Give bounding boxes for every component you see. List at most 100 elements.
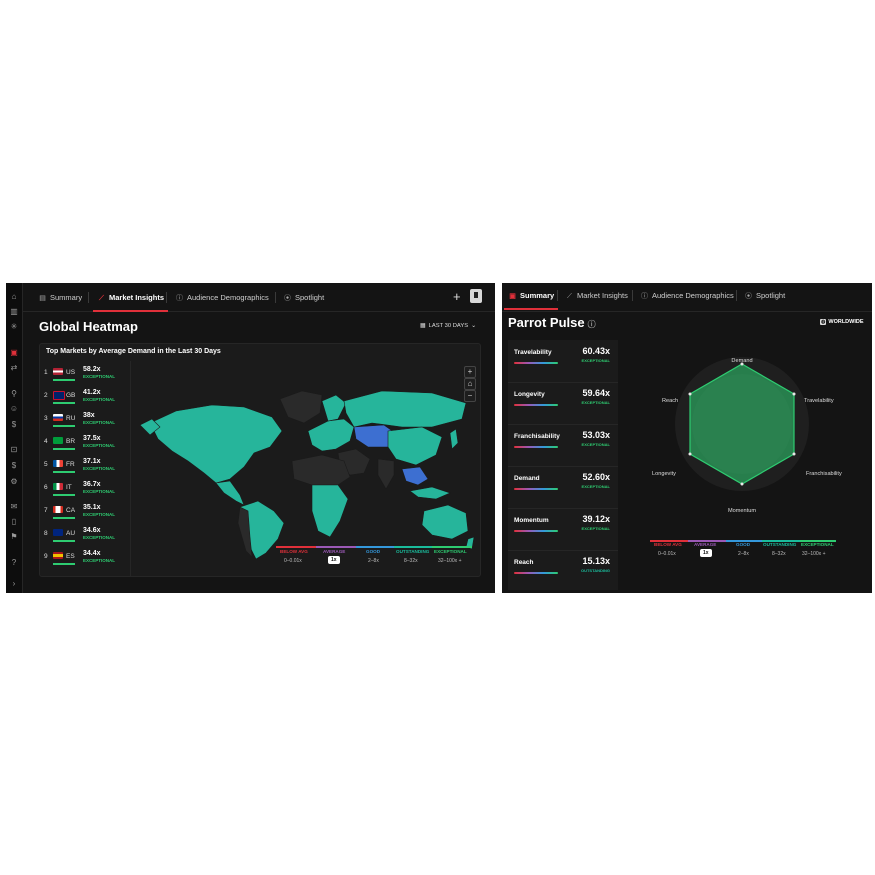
- metric-row[interactable]: Longevity 59.64x EXCEPTIONAL: [508, 382, 618, 425]
- metric-scale-bar: [514, 404, 558, 406]
- tab-market-insights[interactable]: ⟋ Market Insights: [565, 283, 628, 309]
- list-item[interactable]: 7 CA 35.1x EXCEPTIONAL: [44, 504, 116, 519]
- legend-bar-below-avg: [650, 540, 688, 542]
- info-icon: ⓘ: [641, 293, 648, 300]
- legend-bar-average: [688, 540, 726, 542]
- revenue-icon[interactable]: $: [11, 461, 17, 470]
- metric-row[interactable]: Franchisability 53.03x EXCEPTIONAL: [508, 424, 618, 467]
- zoom-in-button[interactable]: +: [464, 366, 476, 378]
- summary-icon: ▤: [39, 295, 46, 302]
- legend-bar-exceptional: [432, 546, 472, 548]
- metric-row[interactable]: Travelability 60.43x EXCEPTIONAL: [508, 340, 618, 383]
- expand-icon[interactable]: ›: [12, 579, 16, 588]
- rank-underline: [53, 448, 75, 450]
- value-icon[interactable]: $: [11, 420, 17, 429]
- summary-icon: ▣: [509, 293, 516, 300]
- bookmark-button[interactable]: [470, 289, 482, 303]
- analytics-icon[interactable]: ⚲: [11, 389, 17, 398]
- zoom-out-button[interactable]: −: [464, 390, 476, 402]
- metric-scale-bar: [514, 488, 558, 490]
- north-america-shape: [149, 404, 283, 484]
- chart-icon: ⟋: [99, 295, 104, 302]
- flag-icon[interactable]: ⚑: [10, 532, 18, 541]
- radar-axis-label: Longevity: [652, 471, 676, 477]
- message-icon[interactable]: ✉: [10, 502, 18, 511]
- rank-underline: [53, 494, 75, 496]
- list-item[interactable]: 5 FR 37.1x EXCEPTIONAL: [44, 458, 116, 473]
- japan-shape: [449, 428, 459, 450]
- tab-summary[interactable]: ▤ Summary: [38, 283, 82, 311]
- australia-shape: [421, 504, 469, 540]
- list-item[interactable]: 6 IT 36.7x EXCEPTIONAL: [44, 481, 116, 496]
- home-icon[interactable]: ⌂: [11, 292, 17, 301]
- fr-flag-icon: [53, 460, 63, 467]
- it-flag-icon: [53, 483, 63, 490]
- settings-icon[interactable]: ⚙: [10, 477, 18, 486]
- compare-icon[interactable]: ⇄: [10, 363, 18, 372]
- tab-bar: ▣ Summary ⟋ Market Insights ⓘ Audience Demo…: [502, 283, 872, 312]
- ru-flag-icon: [53, 414, 63, 421]
- radar-axis-label: Momentum: [728, 508, 756, 514]
- side-nav-rail: ⌂ ▥ ✳ ▣ ⇄ ⚲ ☺ $ ⊡ $ ⚙ ✉ ▯ ⚑ ? ›: [6, 283, 23, 593]
- list-item[interactable]: 1 US 58.2x EXCEPTIONAL: [44, 366, 116, 381]
- world-heatmap[interactable]: [132, 361, 478, 561]
- south-america-west-shape: [237, 506, 253, 558]
- tab-divider: [88, 292, 89, 303]
- list-item[interactable]: 4 BR 37.5x EXCEPTIONAL: [44, 435, 116, 450]
- dashboard-icon[interactable]: ▣: [10, 348, 18, 357]
- br-flag-icon: [53, 437, 63, 444]
- help-icon[interactable]: ?: [11, 558, 17, 567]
- list-item[interactable]: 2 GB 41.2x EXCEPTIONAL: [44, 389, 116, 404]
- legend-bar-below-avg: [276, 546, 316, 548]
- radar-point-longevity: [688, 452, 692, 456]
- talent-icon[interactable]: ☺: [9, 404, 19, 413]
- metric-row[interactable]: Momentum 39.12x EXCEPTIONAL: [508, 508, 618, 551]
- metric-scale-bar: [514, 446, 558, 448]
- calendar-icon: ▦: [420, 323, 426, 329]
- radar-axis-label: Demand: [731, 358, 752, 364]
- home-view-button[interactable]: ⌂: [464, 378, 476, 390]
- europe-shape: [307, 418, 355, 452]
- alaska-shape: [139, 418, 161, 436]
- tab-spotlight[interactable]: ⦿ Spotlight: [744, 283, 785, 309]
- china-shape: [387, 426, 443, 466]
- tab-summary[interactable]: ▣ Summary: [503, 283, 559, 310]
- region-selector[interactable]: ◍ WORLDWIDE: [820, 319, 864, 325]
- radar-point-demand: [740, 362, 744, 366]
- device-icon[interactable]: ▯: [11, 517, 17, 526]
- tab-divider: [632, 290, 633, 301]
- heatmap-legend: BELOW AVG AVERAGE GOOD OUTSTANDING EXCEP…: [276, 546, 472, 570]
- tab-audience-demographics[interactable]: ⓘ Audience Demographics: [640, 283, 734, 309]
- southeast-asia-shape: [401, 466, 429, 486]
- chevron-down-icon: ⌄: [471, 323, 476, 329]
- date-filter-dropdown[interactable]: ▦ LAST 30 DAYS ⌄: [420, 323, 476, 329]
- africa-north-shape: [291, 454, 351, 486]
- info-icon[interactable]: ⓘ: [587, 320, 596, 329]
- broadcast-icon: ⦿: [284, 295, 291, 302]
- central-america-shape: [215, 480, 245, 506]
- list-item[interactable]: 8 AU 34.6x EXCEPTIONAL: [44, 527, 116, 542]
- legend-bar-outstanding: [394, 546, 432, 548]
- radar-axis-label: Franchisability: [806, 471, 842, 477]
- page-title: Global Heatmap: [39, 319, 138, 334]
- india-shape: [377, 458, 395, 490]
- metric-row[interactable]: Reach 15.13x OUTSTANDING: [514, 556, 610, 574]
- atom-icon[interactable]: ✳: [10, 322, 18, 331]
- list-item[interactable]: 3 RU 38x EXCEPTIONAL: [44, 412, 116, 427]
- tab-audience-demographics[interactable]: ⓘ Audience Demographics: [175, 283, 269, 311]
- rank-underline: [53, 471, 75, 473]
- tab-market-insights[interactable]: ⟋ Market Insights: [92, 283, 169, 312]
- list-item[interactable]: 9 ES 34.4x EXCEPTIONAL: [44, 550, 116, 565]
- top-markets-list: 1 US 58.2x EXCEPTIONAL 2 GB 41.2x EXCEPT…: [40, 361, 131, 576]
- deals-icon[interactable]: ⊡: [10, 445, 18, 454]
- add-tab-button[interactable]: +: [453, 289, 461, 304]
- market-insights-panel: ⌂ ▥ ✳ ▣ ⇄ ⚲ ☺ $ ⊡ $ ⚙ ✉ ▯ ⚑ ? › ▤ Summary…: [6, 283, 495, 593]
- radar-point-travelability: [792, 392, 796, 396]
- metric-scale-bar: [514, 572, 558, 574]
- metric-row[interactable]: Demand 52.60x EXCEPTIONAL: [508, 466, 618, 509]
- card-title: Top Markets by Average Demand in the Las…: [46, 348, 221, 355]
- rank-underline: [53, 563, 75, 565]
- library-icon[interactable]: ▥: [10, 307, 18, 316]
- tab-spotlight[interactable]: ⦿ Spotlight: [283, 283, 324, 311]
- radar-point-momentum: [740, 482, 744, 486]
